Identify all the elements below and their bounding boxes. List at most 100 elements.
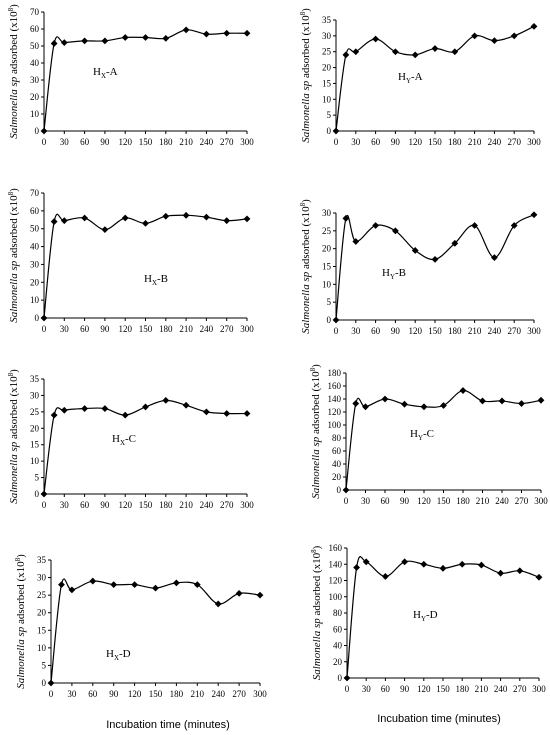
x-tick-label: 270 xyxy=(220,137,234,147)
x-tick-label: 0 xyxy=(42,137,47,147)
x-tick-label: 120 xyxy=(118,137,132,147)
x-tick-label: 60 xyxy=(80,324,90,334)
data-point xyxy=(362,403,369,411)
chart-panel-6: 0 20 40 60 80 100 120 140 160 180 0 30 60 90 120 150 180… xyxy=(309,364,548,506)
x-tick-label: 270 xyxy=(507,326,521,336)
chart-panel-5: 0 5 10 15 20 25 30 35 0 30 60 90 120 150 180 210 240 270 3… xyxy=(7,369,254,510)
x-tick-label: 120 xyxy=(118,500,132,510)
x-tick-label: 120 xyxy=(408,326,422,336)
x-tick-label: 210 xyxy=(179,500,193,510)
panel-label: HY-C xyxy=(410,428,434,442)
x-tick-label: 150 xyxy=(428,137,442,147)
panel-label: HY-D xyxy=(413,609,438,623)
x-tick-label: 60 xyxy=(371,137,381,147)
y-tick-label: 160 xyxy=(329,543,343,553)
y-tick-label: 0 xyxy=(35,126,40,136)
x-tick-label: 240 xyxy=(488,326,502,336)
x-axis-title-left: Incubation time (minutes) xyxy=(106,719,230,731)
data-point xyxy=(372,35,379,43)
data-point xyxy=(47,679,55,687)
x-tick-label: 30 xyxy=(60,500,70,510)
y-tick-label: 30 xyxy=(37,573,47,583)
x-tick-label: 150 xyxy=(139,324,153,334)
data-point xyxy=(471,222,478,229)
panel-label: HY-B xyxy=(382,267,406,281)
y-tick-label: 100 xyxy=(328,420,342,430)
x-tick-label: 120 xyxy=(417,496,431,506)
x-tick-label: 180 xyxy=(448,137,462,147)
x-tick-label: 150 xyxy=(436,684,450,694)
data-point xyxy=(439,564,447,572)
series-line xyxy=(335,214,535,321)
x-tick-label: 270 xyxy=(515,496,529,506)
series-line xyxy=(50,578,261,684)
data-point xyxy=(243,215,251,223)
data-point xyxy=(382,573,389,580)
data-point xyxy=(58,581,65,588)
data-point xyxy=(381,395,389,403)
data-point xyxy=(214,600,222,608)
data-point xyxy=(40,314,48,322)
data-point xyxy=(162,34,170,42)
x-tick-label: 270 xyxy=(220,324,234,334)
data-point xyxy=(372,222,379,229)
x-tick-label: 90 xyxy=(391,137,401,147)
data-point xyxy=(121,34,129,41)
y-tick-label: 20 xyxy=(333,657,343,667)
chart-panel-2: 0 5 10 15 20 25 30 35 0 30 60 90 120 150 180 210 240 270 3… xyxy=(299,8,541,147)
chart-panel-1: 0 10 20 30 40 50 60 70 0 30 60 90 120 150 180 210 240 270… xyxy=(7,4,254,147)
y-tick-label: 160 xyxy=(328,381,342,391)
data-point xyxy=(50,218,58,225)
y-tick-label: 10 xyxy=(30,456,40,466)
panel-label: HX-C xyxy=(112,433,136,447)
data-point xyxy=(478,561,485,569)
data-point xyxy=(121,411,129,419)
data-point xyxy=(243,410,251,417)
data-point xyxy=(352,48,360,56)
data-point xyxy=(401,558,408,566)
series-line xyxy=(43,213,248,319)
y-tick-label: 5 xyxy=(327,110,332,120)
data-point xyxy=(131,581,138,588)
data-point xyxy=(81,37,88,45)
x-tick-label: 180 xyxy=(455,684,469,694)
data-point xyxy=(162,212,170,220)
data-point xyxy=(193,581,201,588)
y-tick-label: 0 xyxy=(327,315,332,325)
y-tick-label: 35 xyxy=(30,374,40,384)
x-tick-label: 300 xyxy=(240,500,254,510)
x-tick-label: 210 xyxy=(476,496,490,506)
x-tick-label: 240 xyxy=(494,684,508,694)
data-point xyxy=(411,247,419,254)
y-axis-title: Salmonella sp adsorbed (x108) xyxy=(7,4,20,139)
x-tick-label: 0 xyxy=(42,324,47,334)
x-tick-label: 210 xyxy=(475,684,489,694)
y-tick-label: 30 xyxy=(322,208,332,218)
x-tick-label: 60 xyxy=(80,500,90,510)
x-tick-label: 60 xyxy=(381,496,391,506)
data-point xyxy=(121,214,129,222)
y-tick-label: 30 xyxy=(30,259,40,269)
y-tick-label: 20 xyxy=(322,63,332,73)
x-tick-label: 300 xyxy=(532,684,546,694)
y-tick-label: 40 xyxy=(333,641,343,651)
data-point xyxy=(352,400,360,407)
data-point xyxy=(101,226,109,234)
x-tick-label: 0 xyxy=(42,500,47,510)
y-tick-label: 0 xyxy=(35,313,40,323)
chart-panel-7: 0 5 10 15 20 25 30 35 0 30 60 90 120 150 180 210 240 270 3… xyxy=(14,554,267,699)
data-point xyxy=(440,402,447,409)
y-tick-label: 15 xyxy=(322,78,332,88)
x-tick-label: 270 xyxy=(220,500,234,510)
x-tick-label: 270 xyxy=(232,689,246,699)
y-tick-label: 10 xyxy=(30,109,40,119)
data-point xyxy=(451,48,459,56)
y-tick-label: 100 xyxy=(329,592,343,602)
data-point xyxy=(497,569,504,577)
y-tick-label: 35 xyxy=(37,555,47,565)
data-point xyxy=(353,564,360,571)
x-tick-label: 60 xyxy=(88,689,98,699)
y-tick-label: 25 xyxy=(322,47,332,57)
x-tick-label: 90 xyxy=(400,684,410,694)
